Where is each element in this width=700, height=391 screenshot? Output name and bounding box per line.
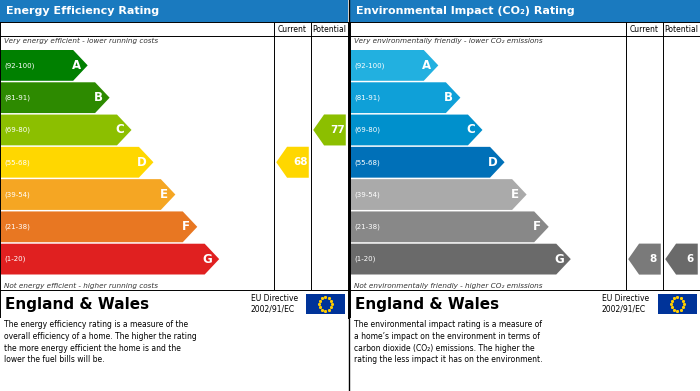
Polygon shape <box>0 244 219 274</box>
Polygon shape <box>313 115 346 145</box>
Text: D: D <box>488 156 498 169</box>
Text: G: G <box>554 253 564 265</box>
Text: The energy efficiency rating is a measure of the
overall efficiency of a home. T: The energy efficiency rating is a measur… <box>4 320 197 364</box>
Text: (39-54): (39-54) <box>4 191 29 198</box>
Text: (21-38): (21-38) <box>4 224 30 230</box>
Text: Potential: Potential <box>664 25 699 34</box>
Text: Not energy efficient - higher running costs: Not energy efficient - higher running co… <box>4 283 158 289</box>
Text: 68: 68 <box>293 157 308 167</box>
Polygon shape <box>628 244 661 274</box>
Text: (92-100): (92-100) <box>354 62 384 69</box>
Text: B: B <box>444 91 454 104</box>
Text: (69-80): (69-80) <box>4 127 30 133</box>
Text: (55-68): (55-68) <box>4 159 29 165</box>
Text: A: A <box>422 59 431 72</box>
Text: 77: 77 <box>330 125 345 135</box>
Text: EU Directive: EU Directive <box>602 294 649 303</box>
Polygon shape <box>0 179 176 210</box>
Text: 6: 6 <box>686 254 693 264</box>
Text: (92-100): (92-100) <box>4 62 34 69</box>
Polygon shape <box>350 244 570 274</box>
Text: Environmental Impact (CO₂) Rating: Environmental Impact (CO₂) Rating <box>356 6 575 16</box>
Text: (1-20): (1-20) <box>354 256 375 262</box>
Text: E: E <box>160 188 168 201</box>
Text: G: G <box>203 253 213 265</box>
Text: A: A <box>71 59 80 72</box>
Polygon shape <box>350 82 461 113</box>
Text: England & Wales: England & Wales <box>355 296 499 312</box>
Text: (55-68): (55-68) <box>354 159 379 165</box>
Text: EU Directive: EU Directive <box>251 294 298 303</box>
Text: E: E <box>511 188 519 201</box>
Text: C: C <box>116 124 125 136</box>
Text: Very environmentally friendly - lower CO₂ emissions: Very environmentally friendly - lower CO… <box>354 38 542 44</box>
Text: (69-80): (69-80) <box>354 127 380 133</box>
Text: (81-91): (81-91) <box>354 95 380 101</box>
Text: England & Wales: England & Wales <box>5 296 149 312</box>
Text: F: F <box>182 220 190 233</box>
Polygon shape <box>665 244 698 274</box>
Text: Energy Efficiency Rating: Energy Efficiency Rating <box>6 6 159 16</box>
Text: B: B <box>94 91 102 104</box>
Polygon shape <box>276 147 309 178</box>
Polygon shape <box>0 115 132 145</box>
Text: Potential: Potential <box>312 25 346 34</box>
Text: (39-54): (39-54) <box>354 191 379 198</box>
Polygon shape <box>0 212 197 242</box>
Text: Current: Current <box>630 25 659 34</box>
Text: (81-91): (81-91) <box>4 95 30 101</box>
Polygon shape <box>350 50 438 81</box>
Polygon shape <box>350 212 549 242</box>
FancyBboxPatch shape <box>306 294 344 314</box>
Text: F: F <box>533 220 541 233</box>
Text: (1-20): (1-20) <box>4 256 25 262</box>
Text: (21-38): (21-38) <box>354 224 380 230</box>
Text: D: D <box>137 156 147 169</box>
Polygon shape <box>350 115 482 145</box>
FancyBboxPatch shape <box>658 294 696 314</box>
Polygon shape <box>0 50 88 81</box>
Polygon shape <box>0 147 153 178</box>
Text: 8: 8 <box>649 254 657 264</box>
Text: Not environmentally friendly - higher CO₂ emissions: Not environmentally friendly - higher CO… <box>354 283 542 289</box>
Text: Very energy efficient - lower running costs: Very energy efficient - lower running co… <box>4 38 158 44</box>
Polygon shape <box>350 179 526 210</box>
Text: The environmental impact rating is a measure of
a home’s impact on the environme: The environmental impact rating is a mea… <box>354 320 542 364</box>
Text: 2002/91/EC: 2002/91/EC <box>251 305 295 314</box>
Text: C: C <box>466 124 475 136</box>
Polygon shape <box>0 82 110 113</box>
Polygon shape <box>350 147 505 178</box>
Text: Current: Current <box>278 25 307 34</box>
Text: 2002/91/EC: 2002/91/EC <box>602 305 646 314</box>
